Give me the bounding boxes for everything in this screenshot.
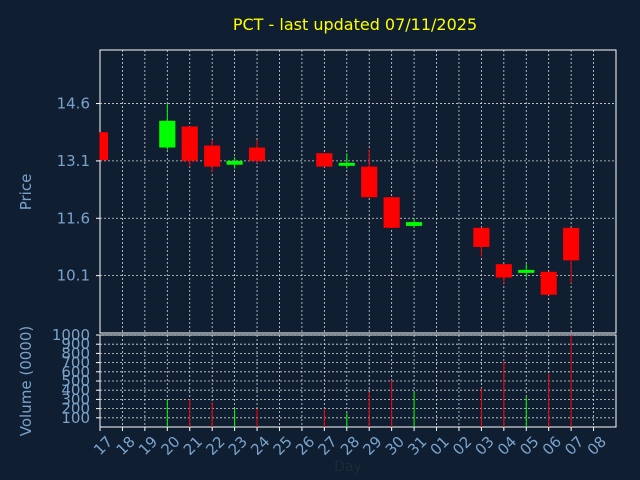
x-axis-label: Day — [334, 459, 362, 475]
candle-body — [316, 153, 333, 167]
x-tick-label: 08 — [584, 433, 610, 459]
candle-body — [100, 132, 109, 161]
volume-tick-label: 200 — [61, 400, 90, 418]
candle-body — [181, 126, 198, 161]
candle-body — [540, 271, 557, 295]
price-panel-frame — [99, 49, 617, 334]
volume-tick-label: 700 — [61, 354, 90, 372]
volume-tick-label: 300 — [61, 390, 90, 408]
candle-body — [406, 222, 423, 226]
price-tick-label: 11.6 — [57, 209, 90, 227]
price-tick-label: 10.1 — [57, 267, 90, 285]
candle-body — [159, 120, 176, 148]
price-tick-label: 13.1 — [57, 152, 90, 170]
chart-title: PCT - last updated 07/11/2025 — [233, 15, 477, 34]
candle-body — [563, 227, 580, 261]
volume-grid — [100, 334, 616, 427]
x-ticks: 1718192021222324252627282930310102030405… — [90, 427, 610, 459]
candle-body — [473, 227, 490, 247]
candle-body — [204, 145, 221, 167]
price-y-ticks: 10.1 11.6 13.1 14.6 — [57, 95, 100, 285]
volume-tick-label: 500 — [61, 372, 90, 390]
price-panel: 10.1 11.6 13.1 14.6 Price — [17, 49, 617, 334]
volume-tick-label: 400 — [61, 381, 90, 399]
candle-body — [495, 264, 512, 278]
candle-body — [338, 162, 355, 166]
volume-tick-label: 100 — [61, 409, 90, 427]
volume-axis-label: Volume (0000) — [17, 326, 35, 436]
volume-tick-label: 600 — [61, 363, 90, 381]
volume-tick-label: 800 — [61, 344, 90, 362]
candle-body — [383, 197, 400, 228]
price-axis-label: Price — [17, 174, 35, 211]
candles — [99, 103, 580, 295]
price-tick-label: 14.6 — [57, 95, 90, 113]
volume-tick-label: 900 — [61, 335, 90, 353]
candle-body — [226, 160, 243, 165]
candle-body — [248, 147, 266, 161]
candle-body — [518, 269, 535, 273]
candle-body — [361, 166, 378, 198]
volume-bars — [166, 335, 572, 427]
volume-tick-label: 1000 — [52, 326, 90, 344]
price-grid — [100, 50, 616, 333]
